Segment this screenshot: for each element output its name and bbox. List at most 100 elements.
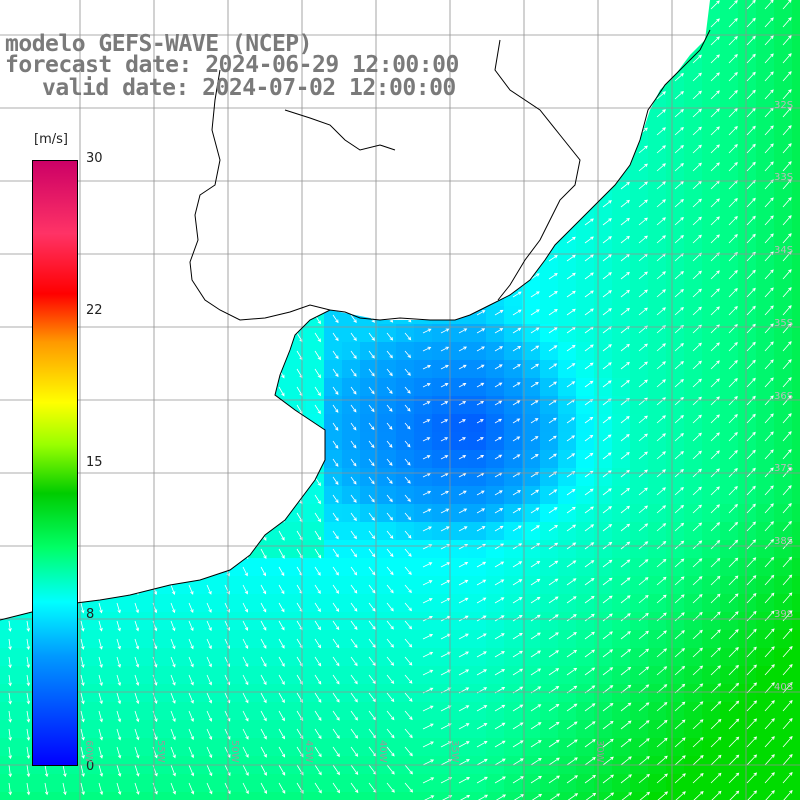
- wind-arrow: [746, 89, 756, 100]
- wind-arrow: [188, 674, 194, 686]
- wind-arrow: [368, 692, 377, 703]
- wind-arrow: [404, 638, 413, 648]
- wind-arrow: [368, 422, 375, 431]
- wind-arrow: [152, 656, 158, 668]
- wind-arrow: [278, 566, 285, 577]
- wind-arrow: [152, 602, 158, 614]
- lat-label-36s: 36S: [774, 391, 794, 402]
- wind-arrow: [674, 234, 684, 244]
- wind-arrow: [782, 125, 792, 136]
- wind-arrow: [458, 455, 467, 460]
- wind-arrow: [188, 656, 194, 668]
- wind-arrow: [764, 305, 774, 316]
- wind-arrow: [638, 217, 648, 226]
- wind-arrow: [422, 346, 432, 352]
- wind-arrow: [674, 126, 684, 136]
- wind-arrow: [674, 486, 684, 496]
- wind-arrow: [44, 764, 49, 778]
- wind-arrow: [170, 782, 176, 795]
- wind-arrow: [602, 613, 613, 622]
- wind-arrow: [332, 728, 340, 739]
- wind-arrow: [602, 559, 613, 568]
- wind-arrow: [476, 561, 487, 568]
- wind-arrow: [584, 560, 595, 568]
- wind-arrow: [782, 520, 792, 532]
- wind-arrow: [494, 579, 505, 586]
- wind-arrow: [782, 143, 792, 154]
- wind-cell: [612, 792, 630, 800]
- wind-arrow: [566, 632, 577, 640]
- wind-arrow: [729, 790, 740, 800]
- wind-arrow: [530, 489, 540, 496]
- wind-arrow: [710, 736, 722, 748]
- wind-arrow: [764, 413, 774, 424]
- wind-arrow: [476, 364, 485, 370]
- wind-cell: [342, 792, 360, 800]
- wind-arrow: [728, 378, 738, 388]
- wind-arrow: [116, 638, 121, 650]
- wind-cell: [792, 720, 800, 738]
- wind-arrow: [332, 404, 339, 413]
- wind-arrow: [512, 364, 521, 370]
- wind-arrow: [692, 234, 702, 244]
- wind-arrow: [512, 436, 521, 442]
- wind-cell: [792, 144, 800, 162]
- wind-arrow: [728, 664, 739, 676]
- wind-arrow: [710, 54, 720, 64]
- wind-arrow: [134, 656, 140, 668]
- wind-arrow: [602, 577, 613, 586]
- wind-arrow: [782, 17, 792, 28]
- wind-arrow: [728, 629, 739, 640]
- wind-arrow: [782, 645, 793, 658]
- wind-arrow: [728, 557, 739, 568]
- wind-arrow: [404, 386, 411, 394]
- colorbar-tick-15: 15: [86, 455, 103, 470]
- wind-arrow: [620, 559, 631, 568]
- wind-arrow: [657, 791, 669, 800]
- wind-arrow: [548, 775, 561, 784]
- wind-arrow: [656, 701, 668, 712]
- colorbar-unit: [m/s]: [34, 132, 68, 147]
- wind-arrow: [8, 638, 12, 651]
- wind-arrow: [314, 386, 321, 397]
- wind-cell: [792, 288, 800, 306]
- wind-arrow: [674, 665, 686, 676]
- wind-arrow: [692, 270, 702, 280]
- wind-arrow: [404, 620, 413, 630]
- wind-arrow: [566, 417, 576, 424]
- wind-arrow: [638, 343, 648, 352]
- lon-label-35w: 35W: [449, 740, 460, 763]
- wind-arrow: [638, 487, 648, 496]
- wind-arrow: [656, 648, 668, 658]
- wind-arrow: [80, 764, 85, 778]
- wind-arrow: [116, 746, 122, 759]
- wind-arrow: [620, 666, 632, 676]
- wind-arrow: [692, 504, 702, 514]
- wind-arrow: [674, 647, 686, 658]
- wind-arrow: [764, 485, 774, 496]
- wind-arrow: [620, 451, 630, 460]
- wind-arrow: [80, 638, 85, 650]
- wind-arrow: [170, 710, 176, 723]
- wind-arrow: [476, 508, 486, 514]
- wind-arrow: [602, 362, 612, 370]
- wind-arrow: [728, 108, 738, 118]
- wind-arrow: [602, 218, 612, 226]
- wind-arrow: [134, 746, 140, 759]
- wind-arrow: [188, 584, 194, 595]
- wind-arrow: [674, 737, 686, 748]
- wind-arrow: [332, 692, 340, 703]
- wind-arrow: [476, 579, 487, 586]
- wind-arrow: [710, 108, 720, 118]
- wind-arrow: [548, 417, 557, 424]
- wind-arrow: [386, 566, 394, 576]
- wind-arrow: [602, 380, 612, 388]
- wind-arrow: [512, 525, 522, 532]
- wind-arrow: [656, 755, 668, 766]
- wind-arrow: [656, 719, 668, 730]
- wind-arrow: [674, 630, 685, 640]
- wind-arrow: [440, 472, 449, 478]
- wind-arrow: [746, 305, 756, 316]
- wind-arrow: [170, 674, 176, 686]
- wind-arrow: [386, 440, 393, 448]
